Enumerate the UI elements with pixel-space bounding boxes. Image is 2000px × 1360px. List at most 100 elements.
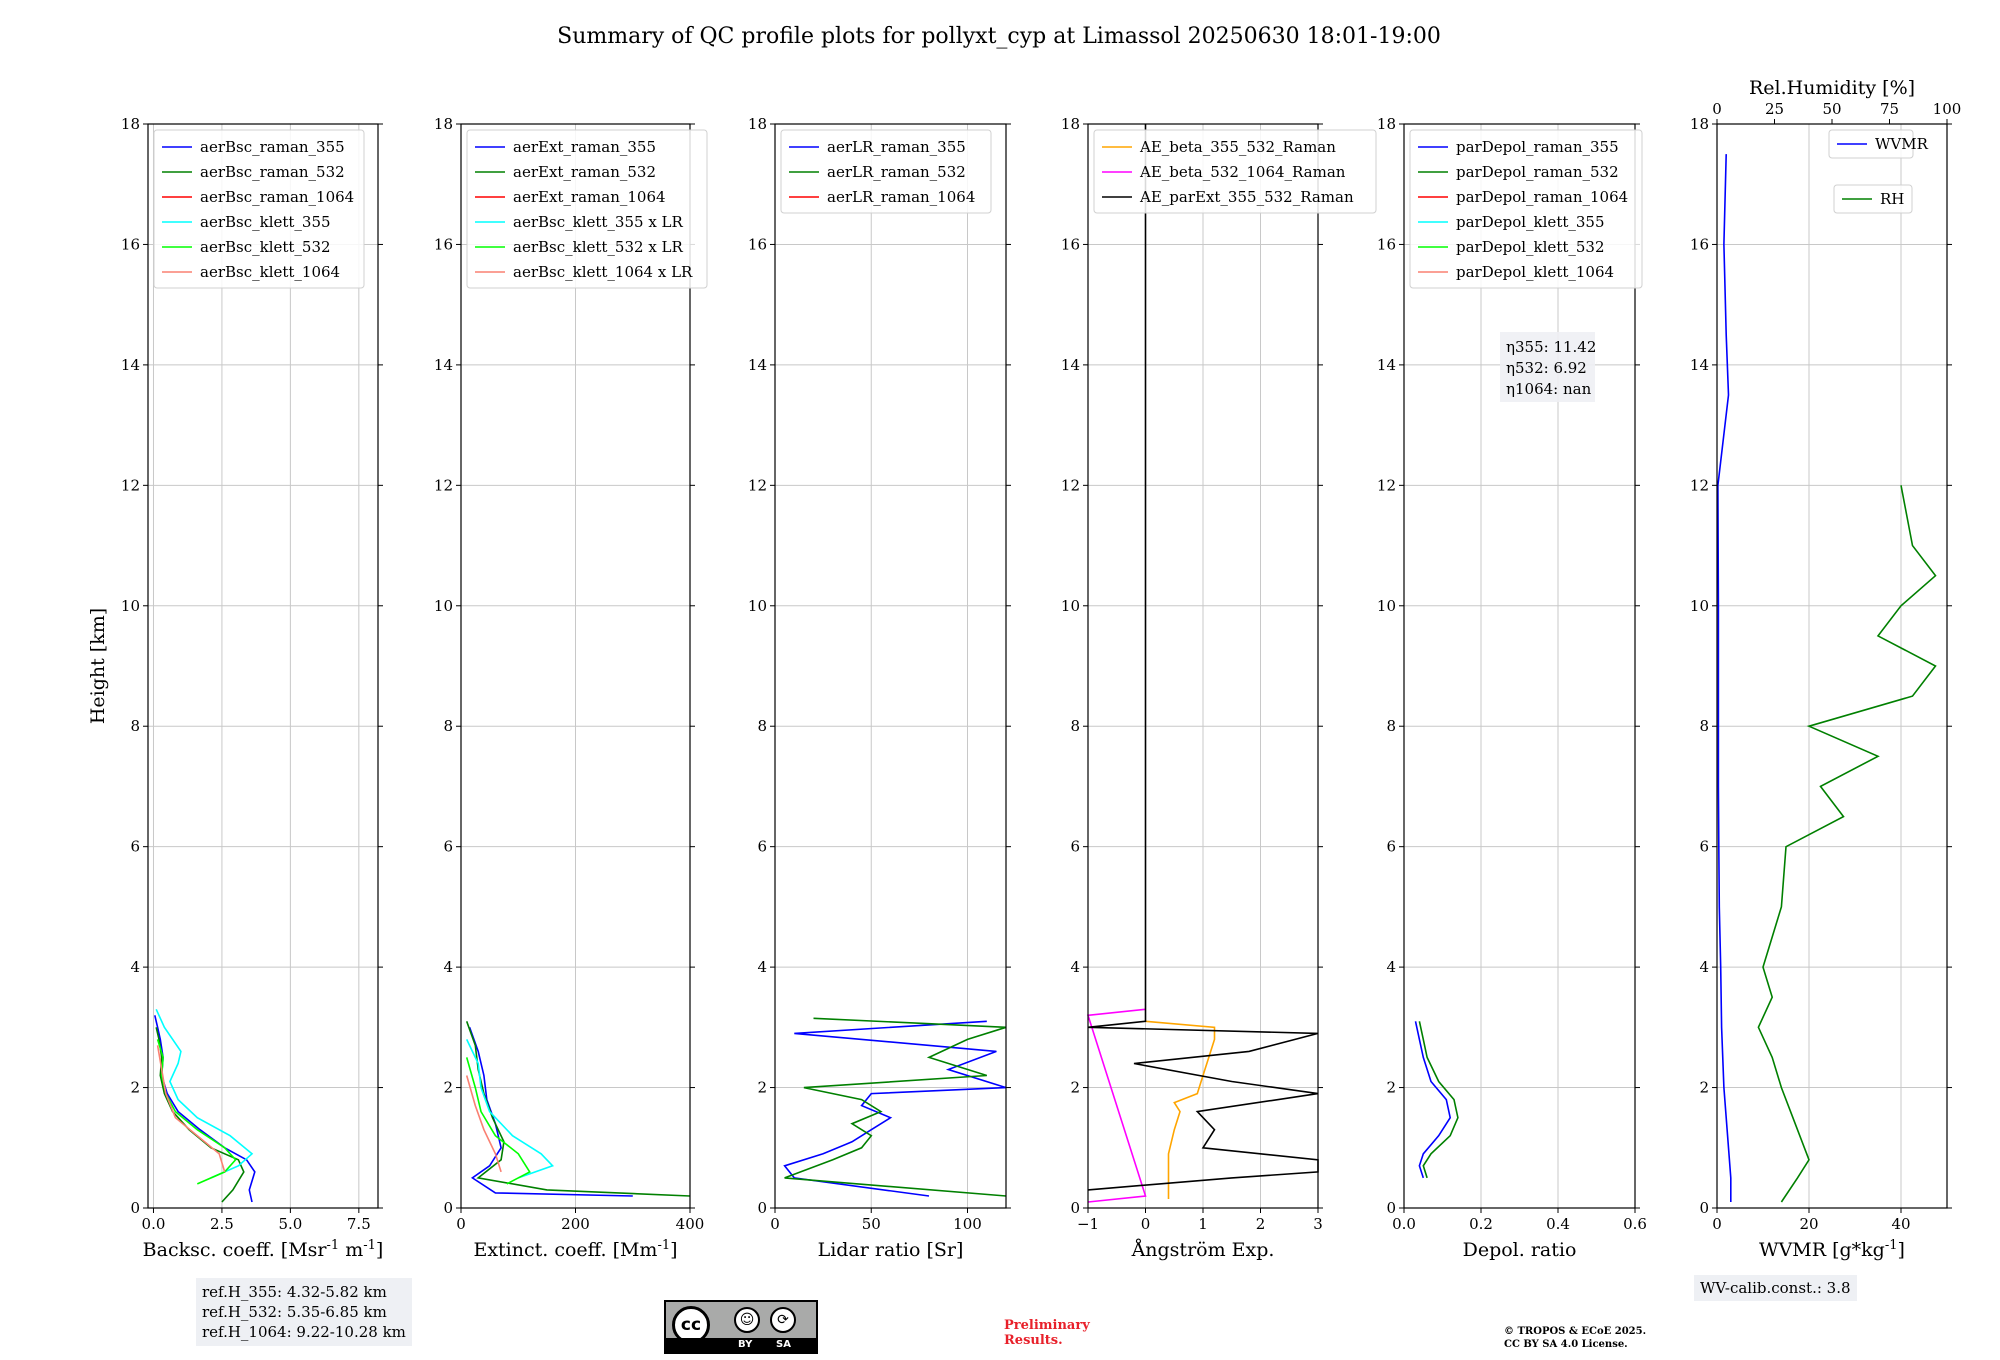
x2tick-label: 25 [1765, 100, 1784, 118]
axes-frame [1716, 123, 1948, 1209]
ytick-label: 2 [1386, 1079, 1396, 1097]
legend-label: RH [1880, 190, 1904, 208]
legend-box [780, 129, 992, 214]
ytick-label: 12 [748, 476, 767, 494]
axes-frame [774, 123, 1007, 1209]
series-WVMR [1717, 154, 1732, 1202]
ytick-label: 2 [443, 1079, 453, 1097]
ytick-label: 2 [757, 1079, 767, 1097]
series-aerBsc_klett_355 x LR [465, 1039, 555, 1179]
ytick-label: 4 [1070, 958, 1080, 976]
ytick-label: 2 [1699, 1079, 1709, 1097]
legend-1: WVMR [1828, 129, 1929, 159]
x-axis-label: Extinct. coeff. [Mm-1​] [473, 1238, 677, 1261]
x-axis-label: WVMR [g*kg-1​] [1759, 1238, 1905, 1261]
ytick-label: 8 [443, 717, 453, 735]
ytick-label: 6 [1386, 838, 1396, 856]
ytick-label: 10 [1377, 597, 1396, 615]
y-axis-label: Height [km] [87, 608, 109, 724]
copyright-line1: © TROPOS & ECoE 2025. [1504, 1326, 1647, 1337]
x2tick-label: 0 [1712, 100, 1722, 118]
x-axis-label: Backsc. coeff. [Msr-1​ m-1​] [143, 1238, 384, 1261]
series-aerBsc_klett_532 x LR [465, 1057, 531, 1185]
xtick-label: 0.0 [1392, 1215, 1416, 1233]
legend-label: aerLR_raman_355 [827, 138, 966, 156]
legend-label: parDepol_raman_532 [1456, 163, 1619, 181]
legend-box [153, 129, 365, 289]
legend-label: aerBsc_klett_355 x LR [513, 213, 684, 231]
xtick-label: 100 [953, 1215, 982, 1233]
legend-label: aerExt_raman_355 [513, 138, 656, 156]
legend-label: parDepol_raman_355 [1456, 138, 1619, 156]
legend-box [466, 129, 708, 289]
by-person-icon: ☺ [734, 1307, 760, 1333]
preliminary-line1: Preliminary [1004, 1318, 1090, 1333]
ytick-label: 12 [1377, 476, 1396, 494]
ytick-label: 14 [121, 356, 140, 374]
wv-calibration-box: WV-calib.const.: 3.8 [1694, 1275, 1857, 1301]
series-parDepol_raman_355 [1414, 1021, 1452, 1179]
ytick-label: 0 [1386, 1199, 1396, 1217]
series-aerBsc_klett_532 [156, 1039, 237, 1185]
x2tick-label: 100 [1933, 100, 1962, 118]
legend-label: aerLR_raman_532 [827, 163, 966, 181]
legend: parDepol_raman_355 parDepol_raman_532 parD… [1409, 129, 1643, 289]
ytick-label: 12 [121, 476, 140, 494]
xtick-label: 0 [770, 1215, 780, 1233]
panel-3: 0 2 4 6 8 10 12 14 16 18 0 50 100 Lidar ratio [Sr] aer… [748, 115, 1011, 1261]
legend-label: aerBsc_klett_355 [200, 213, 331, 231]
series-aerBsc_klett_1064 [156, 1045, 226, 1173]
preliminary-notice: Preliminary Results. [1004, 1318, 1090, 1348]
ytick-label: 16 [1377, 235, 1396, 253]
legend-label: parDepol_klett_355 [1456, 213, 1605, 231]
badge-bar [666, 1338, 816, 1352]
ref-h-355: ref.H_355: 4.32-5.82 km [202, 1283, 387, 1301]
copyright-line2: CC BY SA 4.0 License. [1504, 1339, 1628, 1350]
legend-label: aerBsc_klett_532 [200, 238, 331, 256]
ytick-label: 8 [1699, 717, 1709, 735]
eta-box [1500, 332, 1595, 402]
series-aerBsc_klett_355 [155, 1008, 254, 1179]
panel-5: 0 2 4 6 8 10 12 14 16 18 0.0 0.2 0.4 0.6 Depol. ratio p… [1377, 115, 1647, 1261]
ytick-label: 6 [757, 838, 767, 856]
legend-label: aerBsc_raman_355 [200, 138, 345, 156]
ytick-label: 4 [1386, 958, 1396, 976]
xtick-label: 20 [1799, 1215, 1818, 1233]
ytick-label: 16 [121, 235, 140, 253]
ytick-label: 2 [1070, 1079, 1080, 1097]
copyright-notice: © TROPOS & ECoE 2025. CC BY SA 4.0 Licen… [1504, 1325, 1646, 1351]
legend-box [1833, 184, 1913, 214]
xtick-label: 0.2 [1469, 1215, 1493, 1233]
xtick-label: 0 [456, 1215, 466, 1233]
ytick-label: 0 [130, 1199, 140, 1217]
ytick-label: 10 [1061, 597, 1080, 615]
ytick-label: 16 [748, 235, 767, 253]
legend: aerBsc_raman_355 aerBsc_raman_532 aerBsc_r… [153, 129, 365, 289]
ytick-label: 6 [1070, 838, 1080, 856]
ytick-label: 18 [1377, 115, 1396, 133]
ytick-label: 14 [748, 356, 767, 374]
ytick-label: 2 [130, 1079, 140, 1097]
legend: aerExt_raman_355 aerExt_raman_532 aerExt_r… [466, 129, 708, 289]
ytick-label: 4 [443, 958, 453, 976]
eta-line: η1064: nan [1506, 380, 1592, 398]
ytick-label: 18 [121, 115, 140, 133]
cc-by-sa-badge[interactable]: cc ☺ ⟳ BY SA [664, 1300, 818, 1354]
ytick-label: 10 [434, 597, 453, 615]
ytick-label: 6 [443, 838, 453, 856]
xtick-label: 50 [862, 1215, 881, 1233]
series-parDepol_raman_532 [1418, 1021, 1459, 1179]
legend-label: WVMR [1875, 135, 1929, 153]
legend-label: aerExt_raman_1064 [513, 188, 666, 206]
series-aerBsc_raman_355 [154, 1015, 256, 1203]
legend-label: aerBsc_klett_1064 x LR [513, 263, 693, 281]
eta-line: η532: 6.92 [1506, 359, 1587, 377]
legend-box [1828, 129, 1914, 159]
legend-2: RH [1833, 184, 1913, 214]
legend-label: aerExt_raman_532 [513, 163, 656, 181]
xtick-label: 0 [1712, 1215, 1722, 1233]
legend-label: parDepol_raman_1064 [1456, 188, 1628, 206]
ytick-label: 6 [1699, 838, 1709, 856]
ytick-label: 18 [1690, 115, 1709, 133]
